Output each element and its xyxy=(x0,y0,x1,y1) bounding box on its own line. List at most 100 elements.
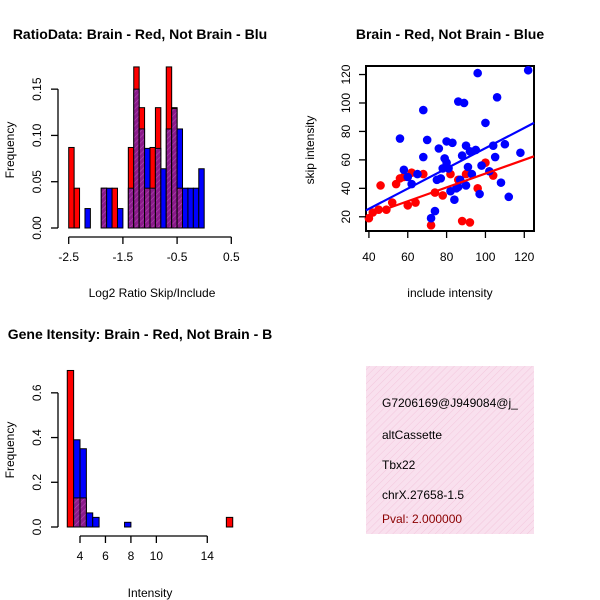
info-pval: Pval: 2.000000 xyxy=(382,512,462,526)
gene-x-tick-label: 4 xyxy=(77,549,84,563)
not-brain-point xyxy=(399,165,409,175)
not-brain-point xyxy=(422,135,432,145)
not-brain-point xyxy=(395,134,405,143)
ratio-x-tick-label: -0.5 xyxy=(167,250,188,264)
brain-point xyxy=(376,181,385,190)
gene-y-tick-label: 0.4 xyxy=(30,429,44,446)
gene-x-tick-label: 8 xyxy=(128,549,135,563)
not-brain-point xyxy=(496,178,506,187)
not-brain-point xyxy=(490,152,500,162)
gene-histogram-xlabel: Intensity xyxy=(128,586,173,600)
ratio-bar xyxy=(68,146,75,229)
gene-y-tick-label: 0.2 xyxy=(30,474,44,491)
ratio-overlap-bar xyxy=(154,147,162,229)
ratio-overlap-bar xyxy=(133,88,140,229)
not-brain-point xyxy=(459,98,469,108)
not-brain-point xyxy=(516,148,525,158)
info-panel: G7206169@J949084@j_ altCassette Tbx22 ch… xyxy=(366,366,534,534)
brain-fit-line xyxy=(365,155,535,218)
ratio-bar xyxy=(106,187,113,229)
scatter-y-tick-label: 20 xyxy=(339,210,353,224)
not-brain-point xyxy=(403,172,413,182)
brain-point xyxy=(387,198,397,207)
scatter-y-tick-label: 40 xyxy=(339,181,353,195)
gene-intensity-histogram: Gene Itensity: Brain - Red, Not Brain - … xyxy=(3,326,272,600)
ratio-histogram-xlabel: Log2 Ratio Skip/Include xyxy=(89,286,216,300)
gene-x-tick-label: 6 xyxy=(102,549,109,563)
info-event-type: altCassette xyxy=(382,428,442,442)
not-brain-point xyxy=(448,138,457,148)
not-brain-point xyxy=(418,152,428,162)
scatter-x-tick-label: 40 xyxy=(362,250,376,264)
ratio-bar xyxy=(198,168,205,229)
scatter-xlabel: include intensity xyxy=(407,286,492,300)
scatter-title: Brain - Red, Not Brain - Blue xyxy=(356,26,544,42)
not-brain-point xyxy=(418,105,428,115)
not-brain-point xyxy=(434,144,444,153)
ratio-x-tick-label: -1.5 xyxy=(113,250,134,264)
ratio-histogram: RatioData: Brain - Red, Not Brain - Blu … xyxy=(3,26,267,300)
ratio-bar xyxy=(187,187,194,229)
scatter-x-tick-label: 120 xyxy=(514,250,534,264)
gene-bar xyxy=(124,521,132,528)
scatter-x-tick-label: 60 xyxy=(401,250,415,264)
info-gene-name: Tbx22 xyxy=(382,458,416,472)
not-brain-point xyxy=(461,181,471,190)
not-brain-point xyxy=(523,65,533,75)
ratio-y-tick-label: 0.05 xyxy=(30,170,44,194)
gene-histogram-title: Gene Itensity: Brain - Red, Not Brain - … xyxy=(8,326,272,342)
ratio-overlap-bar xyxy=(100,187,108,229)
intensity-scatter: Brain - Red, Not Brain - Blue include in… xyxy=(303,26,544,300)
not-brain-point xyxy=(481,118,490,128)
scatter-y-tick-label: 80 xyxy=(339,124,353,138)
gene-x-tick-label: 10 xyxy=(150,549,164,563)
not-brain-point xyxy=(504,192,514,202)
gene-y-tick-label: 0.6 xyxy=(30,384,44,401)
gene-y-tick-label: 0.0 xyxy=(30,518,44,535)
ratio-histogram-title: RatioData: Brain - Red, Not Brain - Blu xyxy=(13,26,267,42)
ratio-histogram-ylabel: Frequency xyxy=(3,122,17,179)
gene-bar xyxy=(225,516,234,528)
ratio-overlap-bar xyxy=(144,187,151,229)
ratio-bar xyxy=(111,187,118,229)
not-brain-point xyxy=(500,139,510,149)
not-brain-fit-line xyxy=(365,121,535,212)
brain-point xyxy=(465,218,475,227)
scatter-y-tick-label: 120 xyxy=(339,64,353,84)
not-brain-point xyxy=(477,161,486,170)
not-brain-point xyxy=(457,151,467,160)
not-brain-point xyxy=(436,174,446,183)
ratio-overlap-bar xyxy=(176,187,184,229)
gene-histogram-ylabel: Frequency xyxy=(3,422,17,479)
not-brain-point xyxy=(467,169,477,179)
not-brain-point xyxy=(473,68,482,78)
ratio-overlap-bar xyxy=(149,187,156,229)
scatter-plot-box xyxy=(365,65,535,232)
gene-bar xyxy=(66,369,75,528)
info-panel-background xyxy=(366,366,534,534)
ratio-overlap-bar xyxy=(138,128,146,229)
gene-x-tick-label: 14 xyxy=(201,549,215,563)
gene-bar xyxy=(85,512,94,528)
ratio-y-tick-label: 0.10 xyxy=(30,123,44,147)
ratio-y-tick-label: 0.00 xyxy=(30,216,44,240)
ratio-x-tick-label: 0.5 xyxy=(223,250,240,264)
gene-bar xyxy=(92,516,100,528)
ratio-overlap-bar xyxy=(165,128,173,229)
ratio-overlap-bar xyxy=(171,108,178,229)
brain-point xyxy=(438,191,448,200)
not-brain-point xyxy=(450,195,459,205)
not-brain-point xyxy=(492,92,502,102)
not-brain-point xyxy=(413,169,422,179)
ratio-bar xyxy=(73,187,81,229)
info-location: chrX.27658-1.5 xyxy=(382,488,464,502)
ratio-overlap-bar xyxy=(127,187,135,229)
ratio-bar xyxy=(192,187,200,229)
scatter-x-tick-label: 80 xyxy=(440,250,454,264)
scatter-ylabel: skip intensity xyxy=(303,116,317,185)
brain-point xyxy=(411,198,420,207)
info-probe-id: G7206169@J949084@j_ xyxy=(382,396,518,410)
ratio-y-tick-label: 0.15 xyxy=(30,77,44,101)
scatter-y-tick-label: 100 xyxy=(339,93,353,113)
ratio-x-tick-label: -2.5 xyxy=(58,250,79,264)
